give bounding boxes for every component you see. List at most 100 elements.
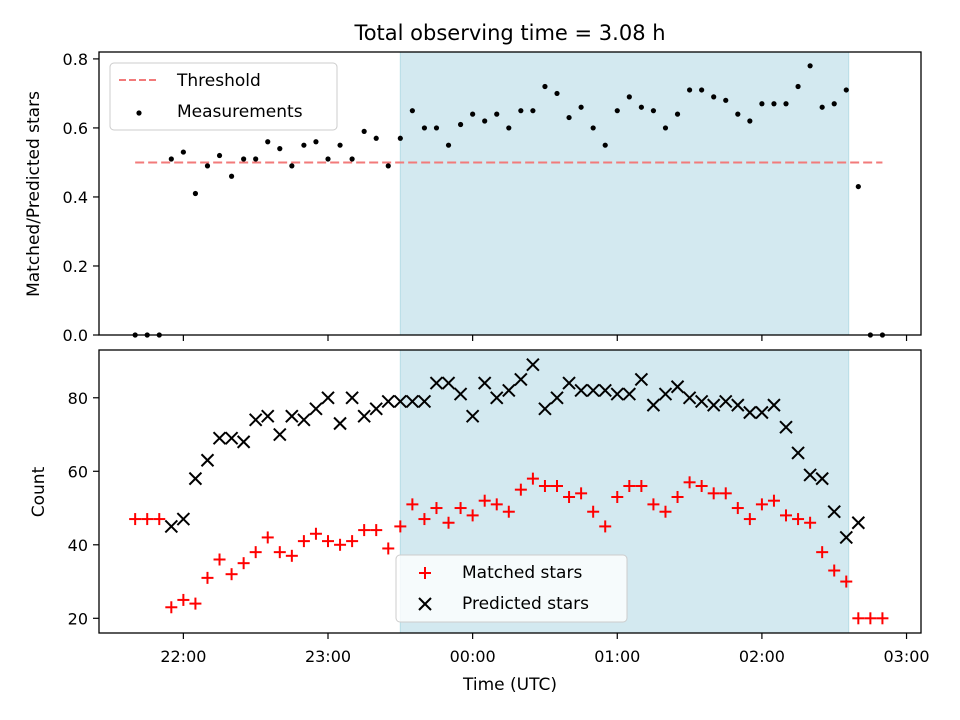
predicted-stars-point (477, 376, 492, 390)
measurement-point (168, 156, 174, 162)
x-tick-label: 23:00 (305, 647, 351, 666)
matched-legend-swatch (419, 567, 431, 579)
measurement-point (325, 156, 331, 162)
matched-stars-point (165, 601, 178, 614)
matched-stars-point (575, 487, 588, 500)
measurement-point (241, 156, 247, 162)
matched-stars-point (707, 487, 720, 500)
predicted-stars-point (236, 435, 251, 449)
matched-stars-point (237, 557, 250, 570)
measurements-legend-swatch (136, 110, 142, 116)
matched-stars-point (623, 479, 636, 492)
bottom-y-tick-label: 60 (68, 462, 88, 481)
matched-stars-point (213, 553, 226, 566)
observing-window-span (399, 51, 850, 336)
matched-stars-point (816, 546, 829, 559)
measurement-point (349, 156, 355, 162)
predicted-stars-point (502, 383, 516, 398)
predicted-stars-point (646, 398, 661, 412)
matched-stars-point (852, 612, 865, 625)
predicted-stars-point (188, 471, 203, 486)
predicted-stars-point (490, 391, 504, 405)
measurements-legend-label: Measurements (177, 102, 303, 122)
measurement-point (253, 156, 259, 162)
matched-stars-point (780, 509, 793, 522)
predicted-stars-point (791, 446, 805, 460)
measurement-point (554, 90, 560, 97)
matched-stars-point (526, 472, 539, 485)
measurement-point (699, 87, 705, 93)
matched-stars-point (792, 513, 805, 526)
measurement-point (831, 101, 837, 107)
measurement-point (662, 125, 669, 131)
matched-stars-point (659, 505, 672, 518)
bottom-y-tick-label: 80 (68, 389, 88, 408)
bottom-y-tick-label: 20 (68, 609, 88, 628)
predicted-stars-point (682, 391, 697, 405)
matched-stars-point (647, 498, 660, 511)
predicted-stars-point (755, 405, 769, 420)
predicted-stars-point (622, 387, 637, 401)
measurement-point (711, 94, 717, 100)
predicted-stars-point (200, 453, 215, 467)
measurement-point (518, 108, 524, 114)
matched-stars-point (611, 491, 624, 504)
x-tick-label: 00:00 (450, 647, 496, 666)
predicted-stars-point (248, 413, 263, 427)
predicted-stars-point (719, 394, 733, 409)
measurement-point (180, 149, 186, 155)
x-axis-label: Time (UTC) (462, 675, 557, 695)
predicted-stars-point (550, 391, 564, 405)
matched-stars-point (755, 498, 768, 511)
top-panel: 0.00.20.40.60.8 Matched/Predicted stars … (24, 50, 922, 345)
predicted-stars-point (670, 380, 685, 394)
top-y-tick-label: 0.2 (63, 257, 88, 276)
matched-stars-point (743, 513, 756, 526)
matched-stars-point (297, 535, 310, 548)
predicted-stars-point (767, 398, 781, 412)
predicted-stars-point (309, 402, 323, 416)
measurement-point (855, 183, 861, 190)
predicted-stars-point (514, 372, 528, 387)
measurement-point (421, 125, 428, 131)
predicted-stars-point (297, 413, 311, 427)
measurement-point (795, 83, 801, 90)
matched-stars-point (430, 502, 443, 515)
matched-stars-point (334, 538, 347, 551)
matched-stars-point (563, 491, 576, 504)
measurement-point (783, 101, 789, 107)
bottom-legend: Matched stars Predicted stars (395, 554, 628, 623)
predicted-stars-point (598, 383, 612, 398)
measurement-point (807, 63, 813, 69)
matched-stars-point (587, 505, 600, 518)
measurement-point (289, 163, 295, 169)
measurement-point (373, 135, 379, 141)
chart-title: Total observing time = 3.08 h (353, 21, 665, 45)
matched-stars-point (370, 524, 383, 537)
predicted-stars-point (694, 394, 709, 409)
matched-stars-point (538, 479, 551, 492)
measurement-point (192, 190, 199, 197)
matched-stars-point (442, 516, 455, 529)
measurement-point (301, 142, 307, 148)
predicted-stars-point (526, 357, 540, 372)
measurement-point (337, 142, 343, 148)
predicted-stars-point (405, 394, 420, 409)
top-legend: Threshold Measurements (109, 62, 338, 131)
matched-stars-point (189, 597, 202, 610)
bottom-y-tick-label: 40 (68, 536, 88, 555)
top-y-tick-label: 0.6 (63, 119, 88, 138)
top-y-tick-label: 0.0 (63, 326, 88, 345)
matched-stars-point (153, 513, 166, 526)
measurement-point (566, 114, 572, 121)
predicted-stars-point (285, 409, 299, 423)
bottom-panel: 20 40 60 80 22:00 23:00 00:00 01:00 02:00 03:00 C… (29, 349, 930, 695)
predicted-stars-point (369, 402, 383, 416)
predicted-stars-point (743, 405, 757, 420)
top-axes-frame (98, 51, 922, 336)
x-tick-label: 01:00 (594, 647, 640, 666)
predicted-stars-point (164, 519, 179, 534)
matched-stars-point (358, 524, 371, 537)
predicted-stars-point (224, 431, 239, 445)
matched-stars-point (406, 498, 419, 511)
